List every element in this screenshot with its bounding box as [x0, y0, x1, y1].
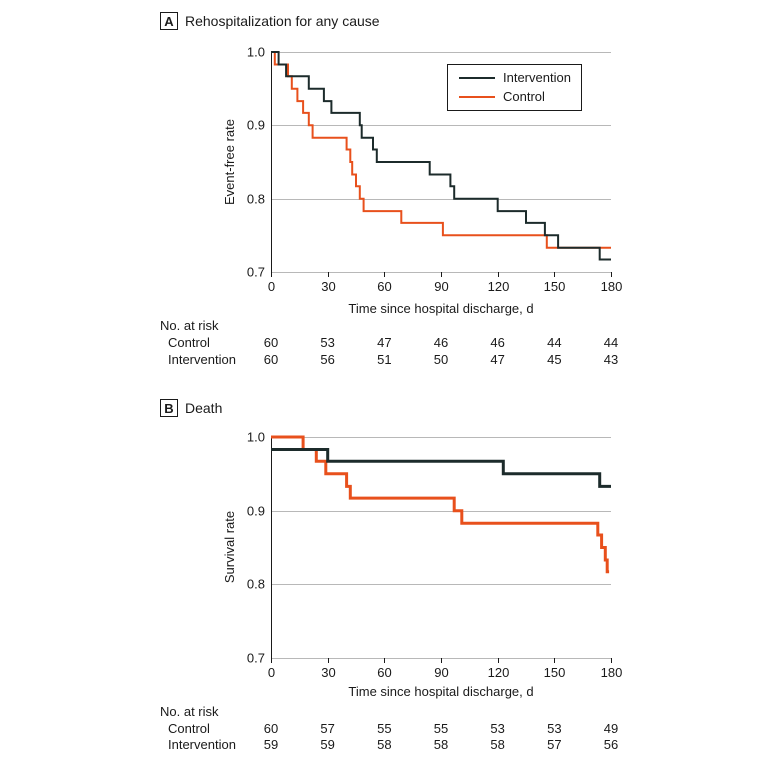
panel-b-at-risk-intervention-value: 56: [604, 737, 618, 752]
panel-b-at-risk-intervention-value: 59: [320, 737, 334, 752]
panel-b-y-tick-label: 0.7: [247, 651, 265, 666]
panel-b-letter: B: [164, 401, 173, 416]
panel-b-gridlines: [271, 437, 611, 659]
panel-a-y-axis-label: Event-free rate: [222, 119, 237, 205]
panel-b: B Death 0.7 0.8 0.9 1.0 0 30 60 90 120 150 180 Su…: [160, 399, 622, 752]
panel-b-y-ticks: 0.7 0.8 0.9 1.0: [247, 430, 265, 666]
panel-b-x-ticks: 0 30 60 90 120 150 180: [268, 658, 622, 680]
panel-a-intervention-curve: [271, 51, 611, 261]
panel-b-at-risk-intervention-value: 57: [547, 737, 561, 752]
legend-control-label: Control: [503, 89, 545, 104]
panel-a-series: [271, 51, 611, 261]
panel-a-at-risk-values: 60 53 47 46 46 44 44 60 56 51 50 47 45 43: [264, 335, 618, 367]
panel-a-at-risk-intervention-value: 47: [490, 352, 504, 367]
panel-b-x-axis-label: Time since hospital discharge, d: [348, 684, 533, 699]
panel-a-title: Rehospitalization for any cause: [185, 13, 380, 29]
panel-b-at-risk-control-value: 49: [604, 721, 618, 736]
panel-b-at-risk-values: 60 57 55 55 53 53 49 59 59 58 58 58 57 56: [264, 721, 618, 752]
panel-b-at-risk-intervention-value: 58: [490, 737, 504, 752]
panel-b-at-risk-table: No. at risk Control Intervention 60 57 55 5…: [160, 704, 618, 752]
panel-a-letter: A: [164, 14, 174, 29]
panel-b-y-axis-label: Survival rate: [222, 511, 237, 583]
panel-b-at-risk-heading: No. at risk: [160, 704, 219, 719]
panel-b-x-tick-label: 60: [377, 665, 391, 680]
panel-a-at-risk-control-value: 46: [490, 335, 504, 350]
panel-a-y-tick-label: 0.7: [247, 265, 265, 280]
panel-a: A Rehospitalization for any cause 0.7 0.8…: [160, 12, 622, 367]
panel-a-at-risk-control-value: 46: [434, 335, 448, 350]
panel-b-at-risk-control-value: 55: [434, 721, 448, 736]
panel-a-at-risk-intervention-value: 60: [264, 352, 278, 367]
panel-b-at-risk-control-value: 55: [377, 721, 391, 736]
panel-a-at-risk-row-label-intervention: Intervention: [168, 352, 236, 367]
panel-a-at-risk-intervention-value: 50: [434, 352, 448, 367]
panel-b-x-tick-label: 120: [488, 665, 510, 680]
panel-a-at-risk-intervention-value: 56: [320, 352, 334, 367]
panel-a-at-risk-control-value: 47: [377, 335, 391, 350]
panel-a-x-tick-label: 120: [488, 279, 510, 294]
panel-a-y-tick-label: 0.8: [247, 192, 265, 207]
panel-b-at-risk-row-label-control: Control: [168, 721, 210, 736]
panel-a-legend: Intervention Control: [447, 64, 582, 111]
panel-b-x-tick-label: 180: [601, 665, 623, 680]
panel-a-control-curve: [271, 51, 611, 249]
panel-a-at-risk-intervention-value: 45: [547, 352, 561, 367]
panel-b-at-risk-control-value: 53: [547, 721, 561, 736]
panel-a-letter-box: [160, 12, 178, 30]
legend-intervention-label: Intervention: [503, 70, 571, 85]
panel-b-y-tick-label: 1.0: [247, 430, 265, 445]
panel-b-x-tick-label: 90: [434, 665, 448, 680]
panel-a-x-tick-label: 60: [377, 279, 391, 294]
panel-a-at-risk-heading: No. at risk: [160, 318, 219, 333]
panel-a-at-risk-row-label-control: Control: [168, 335, 210, 350]
panel-a-x-ticks: 0 30 60 90 120 150 180: [268, 272, 622, 294]
panel-b-y-tick-label: 0.8: [247, 577, 265, 592]
panel-a-at-risk-table: No. at risk Control Intervention 60 53 47 4…: [160, 318, 618, 367]
panel-b-letter-box: [160, 399, 178, 417]
panel-b-control-curve: [271, 435, 610, 574]
panel-b-x-tick-label: 0: [268, 665, 275, 680]
panel-a-at-risk-control-value: 53: [320, 335, 334, 350]
panel-a-x-tick-label: 150: [544, 279, 566, 294]
panel-a-x-tick-label: 90: [434, 279, 448, 294]
panel-a-y-tick-label: 1.0: [247, 45, 265, 60]
panel-b-at-risk-intervention-value: 58: [377, 737, 391, 752]
panel-a-x-tick-label: 30: [321, 279, 335, 294]
panel-b-at-risk-intervention-value: 58: [434, 737, 448, 752]
panel-b-at-risk-control-value: 53: [490, 721, 504, 736]
panel-b-y-tick-label: 0.9: [247, 504, 265, 519]
panel-a-x-tick-label: 180: [601, 279, 623, 294]
panel-b-series: [271, 435, 611, 574]
legend-box: [447, 64, 582, 111]
panel-b-x-tick-label: 30: [321, 665, 335, 680]
panel-b-intervention-curve: [271, 448, 611, 488]
panel-b-at-risk-control-value: 57: [320, 721, 334, 736]
panel-a-x-tick-label: 0: [268, 279, 275, 294]
panel-b-at-risk-row-label-intervention: Intervention: [168, 737, 236, 752]
panel-b-title: Death: [185, 400, 222, 416]
panel-a-at-risk-control-value: 44: [604, 335, 618, 350]
panel-b-x-tick-label: 150: [544, 665, 566, 680]
panel-a-at-risk-intervention-value: 43: [604, 352, 618, 367]
panel-a-x-axis-label: Time since hospital discharge, d: [348, 301, 533, 316]
panel-a-at-risk-control-value: 44: [547, 335, 561, 350]
panel-a-at-risk-intervention-value: 51: [377, 352, 391, 367]
panel-a-at-risk-control-value: 60: [264, 335, 278, 350]
panel-b-at-risk-intervention-value: 59: [264, 737, 278, 752]
panel-a-y-tick-label: 0.9: [247, 118, 265, 133]
panel-a-y-ticks: 0.7 0.8 0.9 1.0: [247, 45, 265, 280]
panel-b-at-risk-control-value: 60: [264, 721, 278, 736]
